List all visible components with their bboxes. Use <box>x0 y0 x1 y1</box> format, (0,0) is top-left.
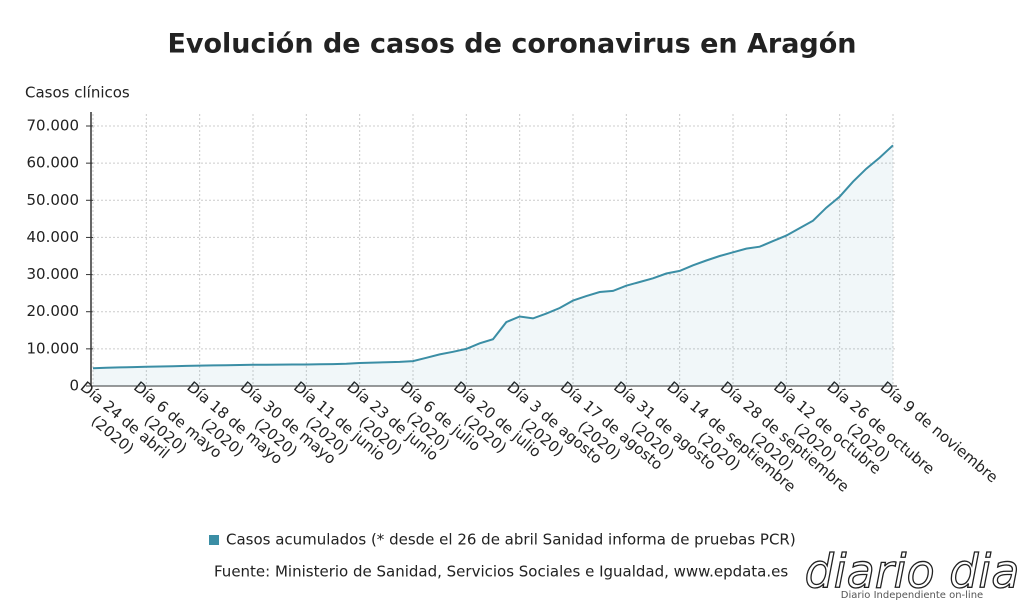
y-tick-label: 30.000 <box>27 265 80 283</box>
source-note: Fuente: Ministerio de Sanidad, Servicios… <box>214 563 788 581</box>
line <box>92 144 894 370</box>
y-axis-title: Casos clínicos <box>25 84 130 102</box>
y-tick-label: 10.000 <box>27 339 80 357</box>
y-tick-label: 60.000 <box>27 154 80 172</box>
y-tick-label: 20.000 <box>27 302 80 320</box>
y-tick-label: 70.000 <box>27 117 80 135</box>
logo-tagline: Diario Independiente on-line <box>841 590 983 601</box>
y-tick-label: 40.000 <box>27 228 80 246</box>
plot: 0 10.000 20.000 30.000 40.000 50.000 60.000 70.… <box>27 112 1002 496</box>
area <box>93 145 893 386</box>
chart-title: Evolución de casos de coronavirus en Ara… <box>167 29 856 60</box>
logo-background <box>800 540 1024 602</box>
y-tick-label: 0 <box>69 377 79 395</box>
legend-swatch <box>209 535 219 545</box>
logo: diario dia <box>805 545 1020 599</box>
y-tick-label: 50.000 <box>27 191 80 209</box>
legend-label: Casos acumulados (* desde el 26 de abril… <box>226 531 796 549</box>
